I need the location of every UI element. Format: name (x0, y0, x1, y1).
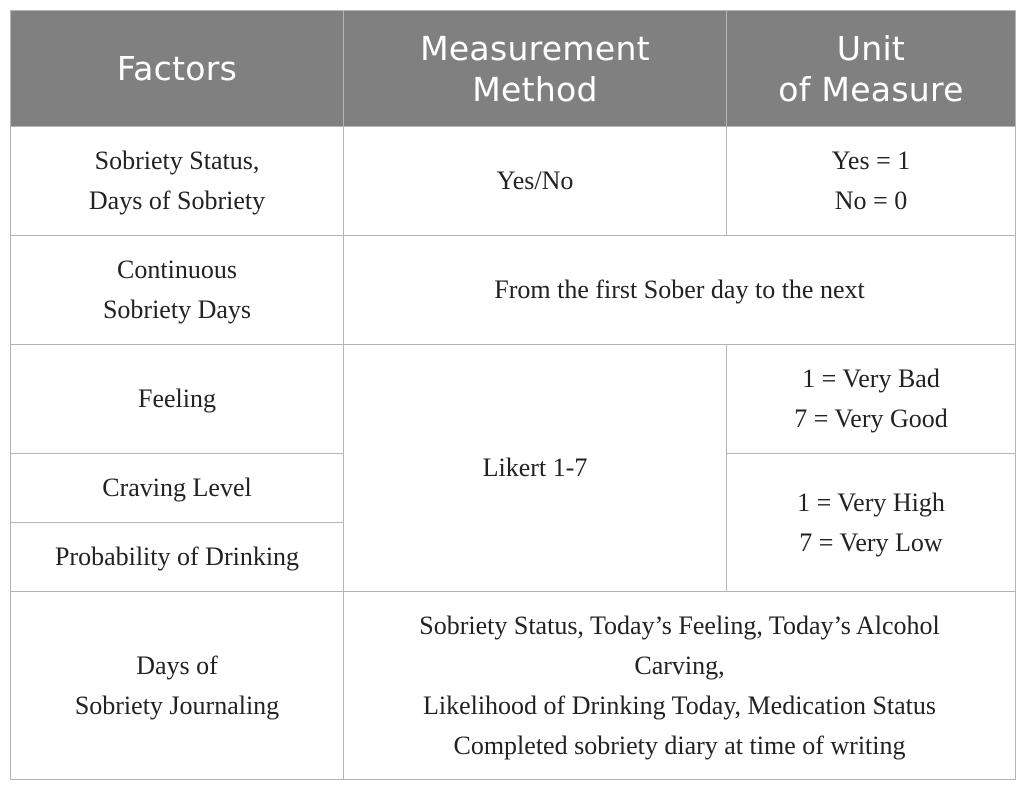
table-row: Sobriety Status, Days of Sobriety Yes/No… (10, 126, 1016, 236)
factor-cell: Continuous Sobriety Days (10, 235, 344, 345)
cell-text: Sobriety Journaling (74, 690, 280, 720)
method-cell: Yes/No (343, 126, 727, 236)
cell-text: Probability of Drinking (54, 542, 300, 571)
table-row: Continuous Sobriety Days From the first … (10, 235, 1016, 345)
cell-text: Yes = 1 (831, 146, 911, 175)
cell-text: 1 = Very Bad (802, 364, 940, 393)
cell-text: Likert 1-7 (482, 453, 588, 482)
method-unit-cell: From the first Sober day to the next (343, 235, 1016, 345)
header-factors: Factors (10, 10, 344, 127)
table-row: Feeling Likert 1-7 1 = Very Bad 7 = Very… (10, 344, 1016, 592)
table-row: Craving Level 1 = Very High 7 = Very Low (10, 453, 1016, 592)
cell-text: 7 = Very Good (794, 404, 948, 433)
header-measurement-method: Measurement Method (343, 10, 727, 127)
table-row: Probability of Drinking (10, 522, 1016, 592)
method-unit-cell: Sobriety Status, Today’s Feeling, Today’… (343, 591, 1016, 780)
header-unit-of-measure: Unit of Measure (726, 10, 1016, 127)
cell-text: No = 0 (834, 186, 908, 215)
method-cell-likert: Likert 1-7 (343, 344, 727, 592)
unit-cell: 1 = Very Bad 7 = Very Good (726, 344, 1016, 454)
cell-text: Continuous (117, 255, 237, 284)
cell-text: Sobriety Status, Today’s Feeling, Today’… (419, 610, 940, 640)
cell-text: Likelihood of Drinking Today, Medication… (422, 690, 937, 720)
header-text: Unit (836, 28, 906, 68)
header-row: Factors Measurement Method Unit of Measu… (10, 10, 1016, 127)
factor-cell: Feeling (10, 344, 344, 454)
header-text: Factors (116, 49, 238, 88)
unit-cell: 1 = Very High 7 = Very Low (726, 453, 1016, 592)
table-row: Days of Sobriety Journaling Sobriety Sta… (10, 591, 1016, 780)
cell-text: Sobriety Status, (94, 146, 260, 175)
cell-text: Days of Sobriety (88, 186, 266, 215)
cell-text: Yes/No (496, 166, 574, 195)
measurement-table: Factors Measurement Method Unit of Measu… (10, 10, 1016, 780)
cell-text: Feeling (138, 384, 216, 413)
cell-text: Craving Level (102, 473, 252, 502)
header-text: Measurement (420, 28, 650, 68)
unit-cell: Yes = 1 No = 0 (726, 126, 1016, 236)
cell-text: Carving, (634, 650, 725, 680)
factor-cell: Probability of Drinking (10, 522, 344, 592)
cell-text: Sobriety Days (102, 295, 252, 324)
cell-text: From the first Sober day to the next (494, 275, 865, 304)
header-text: of Measure (778, 69, 964, 109)
cell-text: 7 = Very Low (799, 527, 943, 557)
factor-cell: Sobriety Status, Days of Sobriety (10, 126, 344, 236)
factor-cell: Days of Sobriety Journaling (10, 591, 344, 780)
cell-text: Days of (136, 650, 218, 680)
cell-text: 1 = Very High (797, 487, 945, 517)
header-text: Method (472, 69, 598, 109)
factor-cell: Craving Level (10, 453, 344, 523)
cell-text: Completed sobriety diary at time of writ… (453, 730, 906, 760)
